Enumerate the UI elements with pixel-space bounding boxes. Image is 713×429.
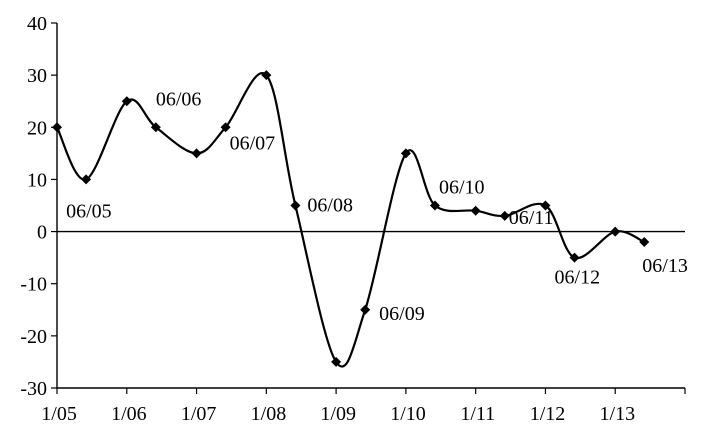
data-point-marker bbox=[470, 205, 481, 216]
y-tick-label: 20 bbox=[27, 117, 47, 139]
y-tick-label: 0 bbox=[37, 222, 47, 244]
series-line bbox=[56, 71, 645, 368]
data-point-marker bbox=[121, 96, 132, 107]
data-label: 06/10 bbox=[439, 177, 485, 199]
y-tick-label: -20 bbox=[20, 326, 47, 348]
axes: -30 -20 -10 0 10 20 30 40 1/05 1/06 1/07 1/08 1/09 1/… bbox=[20, 13, 686, 425]
data-point-marker bbox=[220, 122, 231, 133]
data-label: 06/11 bbox=[509, 207, 554, 229]
data-point-marker bbox=[191, 148, 202, 159]
data-label: 06/06 bbox=[156, 88, 202, 110]
data-point-marker bbox=[610, 226, 621, 237]
data-point-marker bbox=[261, 70, 272, 81]
x-tick-label: 1/05 bbox=[41, 403, 77, 425]
data-label: 06/05 bbox=[66, 200, 112, 222]
data-point-marker bbox=[360, 304, 371, 315]
y-tick-label: 40 bbox=[27, 13, 47, 35]
data-point-marker bbox=[81, 174, 92, 185]
y-tick-label: 10 bbox=[27, 169, 47, 191]
data-point-marker bbox=[150, 122, 161, 133]
data-point-marker bbox=[429, 200, 440, 211]
x-tick-label: 1/09 bbox=[320, 403, 356, 425]
x-tick-label: 1/07 bbox=[181, 403, 217, 425]
x-tick-label: 1/12 bbox=[530, 403, 566, 425]
data-point-marker bbox=[290, 200, 301, 211]
data-point-marker bbox=[540, 200, 551, 211]
data-point-marker bbox=[569, 252, 580, 263]
data-label: 06/12 bbox=[555, 267, 601, 289]
x-tick-label: 1/06 bbox=[111, 403, 147, 425]
data-point-marker bbox=[52, 122, 62, 133]
data-label: 06/13 bbox=[642, 255, 688, 277]
data-labels: 06/05 06/06 06/07 06/08 06/09 06/10 06/11 06/12… bbox=[66, 88, 688, 325]
x-tick-label: 1/08 bbox=[251, 403, 287, 425]
data-point-marker bbox=[639, 237, 650, 247]
x-tick-label: 1/10 bbox=[390, 403, 426, 425]
x-tick-label: 1/13 bbox=[600, 403, 636, 425]
y-tick-label: 30 bbox=[27, 65, 47, 87]
y-tick-label: -10 bbox=[20, 274, 47, 296]
series-group bbox=[52, 70, 650, 368]
data-label: 06/09 bbox=[379, 303, 425, 325]
x-tick-label: 1/11 bbox=[460, 403, 495, 425]
data-point-marker bbox=[400, 148, 411, 159]
data-point-marker bbox=[331, 356, 342, 367]
data-label: 06/08 bbox=[307, 195, 353, 217]
data-point-marker bbox=[499, 210, 510, 221]
data-label: 06/07 bbox=[230, 132, 276, 154]
y-tick-label: -30 bbox=[20, 378, 47, 400]
